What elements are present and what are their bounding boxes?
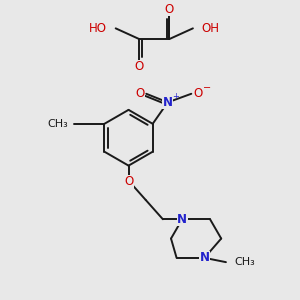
Text: N: N: [177, 213, 187, 226]
Text: OH: OH: [202, 22, 220, 35]
Text: O: O: [135, 87, 145, 100]
Text: O: O: [135, 61, 144, 74]
Text: CH₃: CH₃: [47, 119, 68, 129]
Text: O: O: [124, 175, 133, 188]
Text: −: −: [203, 83, 211, 93]
Text: +: +: [172, 92, 179, 101]
Text: N: N: [163, 96, 173, 109]
Text: N: N: [200, 251, 209, 264]
Text: O: O: [165, 3, 174, 16]
Text: HO: HO: [89, 22, 107, 35]
Text: CH₃: CH₃: [235, 257, 255, 267]
Text: O: O: [193, 87, 203, 100]
